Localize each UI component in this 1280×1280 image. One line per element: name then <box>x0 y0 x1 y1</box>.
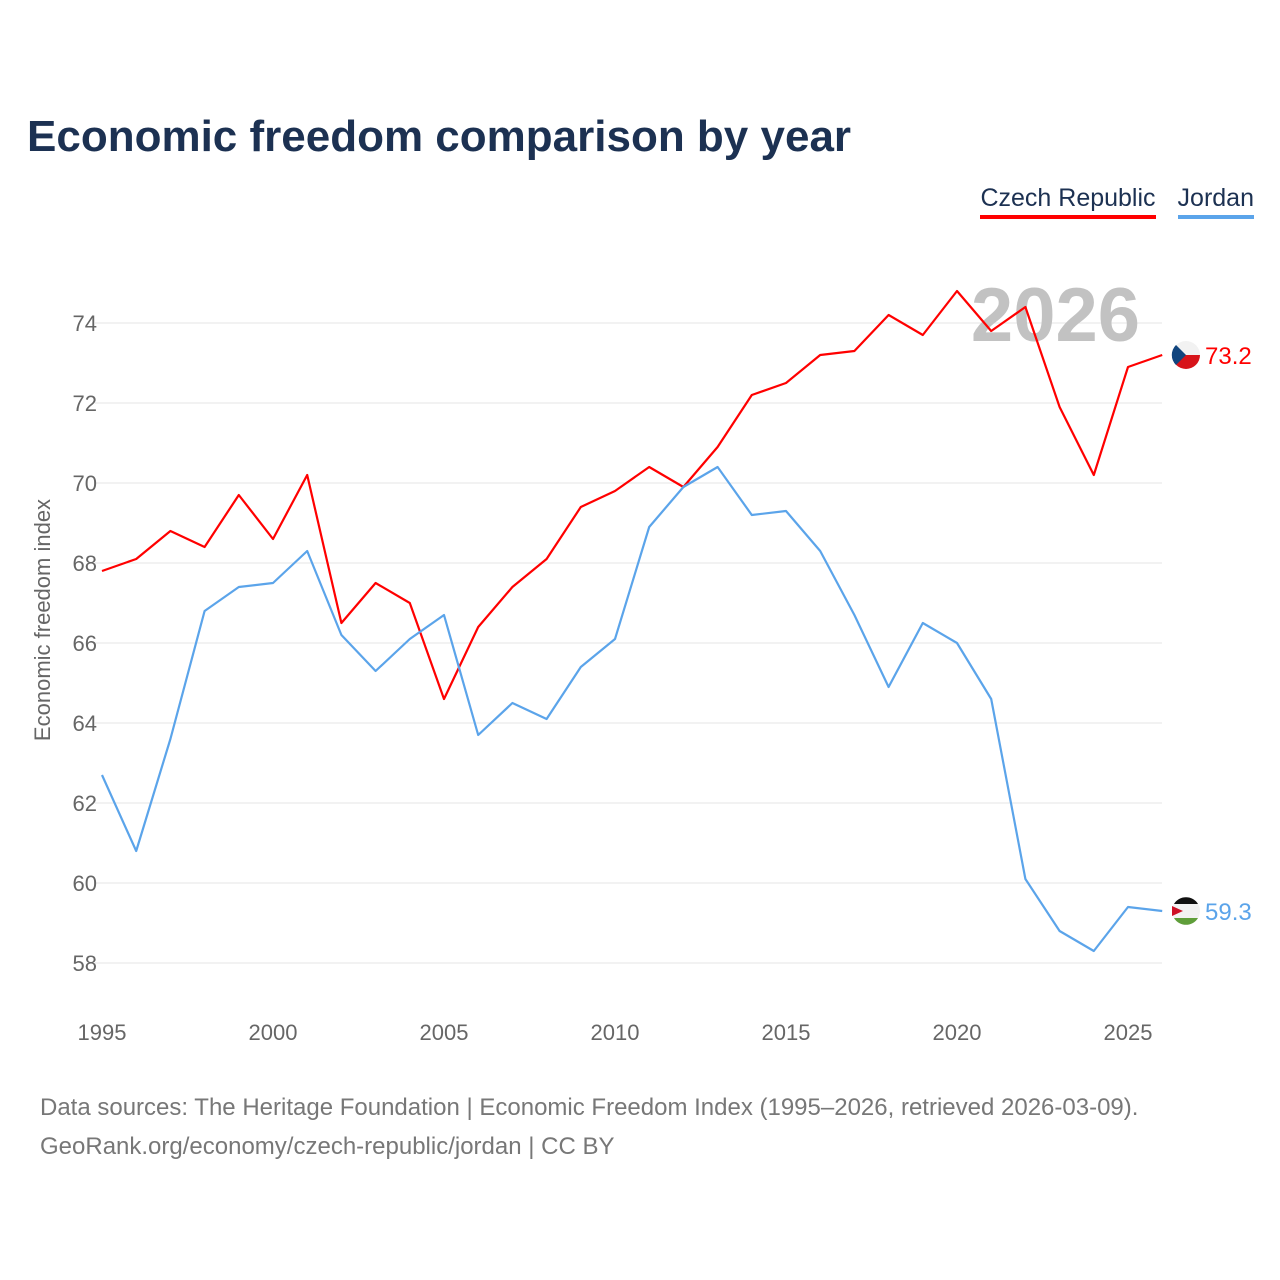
series-line-jordan <box>100 465 1163 953</box>
x-tick-label: 2015 <box>762 1020 811 1045</box>
y-tick-label: 72 <box>73 391 97 416</box>
source-line-2: GeoRank.org/economy/czech-republic/jorda… <box>40 1133 615 1160</box>
x-tick-label: 2025 <box>1104 1020 1153 1045</box>
y-tick-label: 62 <box>73 791 97 816</box>
x-tick-label: 2020 <box>933 1020 982 1045</box>
flag-jordan-black <box>1174 897 1198 904</box>
end-value-label: 59.3 <box>1205 899 1252 926</box>
legend-jordan[interactable]: Jordan <box>1177 184 1254 219</box>
y-tick-label: 58 <box>73 951 97 976</box>
flag-jordan-green <box>1174 918 1198 925</box>
data-source: Data sources: The Heritage Foundation | … <box>40 1088 1138 1166</box>
source-line-1: Data sources: The Heritage Foundation | … <box>40 1094 1139 1121</box>
x-tick-label: 1995 <box>78 1020 127 1045</box>
year-watermark: 2026 <box>971 273 1140 358</box>
legend: Czech Republic Jordan <box>980 184 1254 219</box>
x-tick-label: 2010 <box>591 1020 640 1045</box>
chart-title: Economic freedom comparison by year <box>27 112 852 161</box>
x-tick-label: 2005 <box>420 1020 469 1045</box>
flag-jordan-red <box>1172 906 1183 916</box>
y-tick-label: 66 <box>73 631 97 656</box>
x-tick-label: 2000 <box>249 1020 298 1045</box>
y-axis-label: Economic freedom index <box>30 499 55 741</box>
end-value-label: 73.2 <box>1205 343 1252 370</box>
y-tick-label: 74 <box>73 311 97 336</box>
flag-czech-blue <box>1171 345 1186 365</box>
y-tick-label: 70 <box>73 471 97 496</box>
y-tick-label: 64 <box>73 711 97 736</box>
y-tick-label: 60 <box>73 871 97 896</box>
y-tick-label: 68 <box>73 551 97 576</box>
legend-czech-republic[interactable]: Czech Republic <box>980 184 1156 219</box>
series-line-czech-republic <box>101 289 1163 701</box>
